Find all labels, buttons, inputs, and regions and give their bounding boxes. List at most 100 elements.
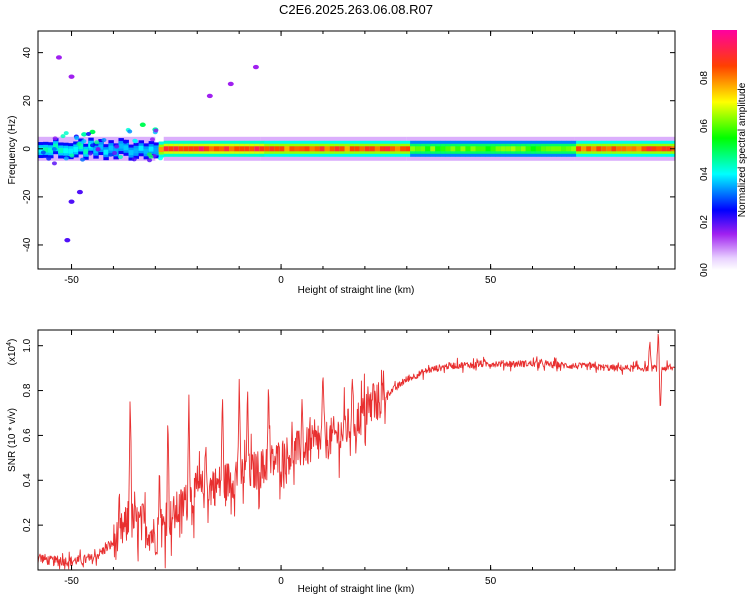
band-cell xyxy=(369,146,376,152)
svg-text:(x104): (x104) xyxy=(6,339,18,366)
band-cell xyxy=(495,146,502,152)
spectrogram-speckle xyxy=(80,157,86,162)
band-cell xyxy=(269,146,275,152)
band-cell xyxy=(470,146,476,152)
band-cell xyxy=(571,146,577,152)
spectrogram-speckle xyxy=(63,131,69,136)
band-cell xyxy=(309,146,316,152)
spectrogram-point xyxy=(227,81,234,87)
spectrogram-frame xyxy=(37,30,676,270)
spectrogram-point xyxy=(76,189,83,195)
band-cell xyxy=(525,146,532,152)
band-cell xyxy=(244,146,250,152)
band-cell xyxy=(224,146,230,152)
band-cell xyxy=(475,146,481,152)
band-cell xyxy=(78,143,84,149)
band-cell xyxy=(555,146,562,152)
spectrogram-ytick-label: 20 xyxy=(22,95,33,107)
band-cell xyxy=(229,146,235,152)
band-cell xyxy=(606,146,612,152)
band-cell xyxy=(123,145,129,151)
spectrogram-speckle xyxy=(153,128,159,133)
band-cell xyxy=(395,146,401,152)
colorbar-tick-label: 0.2 xyxy=(699,215,710,229)
band-cell xyxy=(596,146,602,152)
band-cell xyxy=(379,146,386,152)
band-cell xyxy=(415,146,421,152)
band-cell xyxy=(445,146,451,152)
band-cell xyxy=(234,146,240,152)
snr-unit-exp: 4 xyxy=(6,342,13,346)
spectrogram-xlabel: Height of straight line (km) xyxy=(298,285,415,296)
band-cell xyxy=(339,146,346,152)
band-cell xyxy=(128,150,134,156)
spectrogram-speckle xyxy=(149,137,155,142)
spectrogram-ytick-label: 0 xyxy=(22,146,33,152)
band-cell xyxy=(586,146,592,152)
spectrogram-xtick-label: -50 xyxy=(64,275,79,286)
band-cell xyxy=(520,146,527,152)
spectrogram-speckle xyxy=(60,134,66,139)
spectrogram-speckle xyxy=(81,139,87,144)
spectrogram-ytick-label: -40 xyxy=(22,237,33,252)
band-cell xyxy=(259,146,265,152)
spectrogram-point xyxy=(64,237,71,243)
band-cell xyxy=(314,146,321,152)
band-cell xyxy=(621,146,627,152)
band-cell xyxy=(591,146,597,152)
snr-unit: (x104) xyxy=(6,339,18,366)
spectrogram-point xyxy=(206,93,213,99)
colorbar: 0.0 0.2 0.4 0.6 0.8 Normalized spectral ampl… xyxy=(699,30,748,277)
band-cell xyxy=(359,146,366,152)
band-cell xyxy=(198,146,205,152)
band-cell xyxy=(410,146,416,152)
band-cell xyxy=(43,147,49,153)
band-cell xyxy=(249,146,255,152)
spectrogram-speckle xyxy=(112,151,118,156)
band-cell xyxy=(510,146,517,152)
band-cell xyxy=(329,146,336,152)
spectrogram-speckle xyxy=(51,147,57,152)
spectrogram-speckle xyxy=(51,161,57,166)
band-cell xyxy=(500,146,507,152)
snr-ylabel: SNR (10 * v/v) xyxy=(7,408,18,472)
snr-plot-area xyxy=(38,330,675,570)
band-cell xyxy=(420,146,426,152)
band-cell xyxy=(168,146,175,152)
band-cell xyxy=(63,148,69,154)
band-cell xyxy=(53,143,59,149)
snr-ytick-label: 0.2 xyxy=(22,518,33,532)
snr-xtick-label: 50 xyxy=(485,576,497,587)
band-cell xyxy=(103,149,109,155)
band-cell xyxy=(58,147,64,153)
band-cell xyxy=(631,146,637,152)
band-cell xyxy=(540,146,547,152)
spectrogram-xtick-label: 50 xyxy=(485,275,497,286)
snr-panel: -50 0 50 0.2 0.4 0.6 0.8 1.0 Height of straight… xyxy=(6,329,676,595)
band-cell xyxy=(390,146,396,152)
band-cell xyxy=(143,148,150,154)
band-cell xyxy=(188,146,195,152)
spectrogram-xtick-label: 0 xyxy=(278,275,284,286)
band-cell xyxy=(465,146,471,152)
band-cell xyxy=(173,146,180,152)
band-cell xyxy=(430,146,436,152)
spectrogram-speckle xyxy=(87,151,93,156)
spectrogram-ytick-label: 40 xyxy=(22,47,33,59)
spectrogram-point xyxy=(68,74,75,79)
band-cell xyxy=(158,147,165,153)
band-cell xyxy=(666,146,673,152)
snr-ticks: -50 0 50 0.2 0.4 0.6 0.8 1.0 xyxy=(22,330,675,587)
band-cell xyxy=(193,146,200,152)
band-cell xyxy=(138,145,145,151)
spectrogram-speckle xyxy=(157,156,163,161)
spectrogram-point xyxy=(68,199,75,204)
spectrogram-speckle xyxy=(76,141,82,146)
band-cell xyxy=(264,146,270,152)
band-cell xyxy=(73,146,79,152)
band-cell xyxy=(148,146,155,152)
band-cell xyxy=(450,146,456,152)
band-cell xyxy=(566,146,572,152)
spectrogram-speckle xyxy=(46,156,52,161)
band-cell xyxy=(344,146,351,152)
